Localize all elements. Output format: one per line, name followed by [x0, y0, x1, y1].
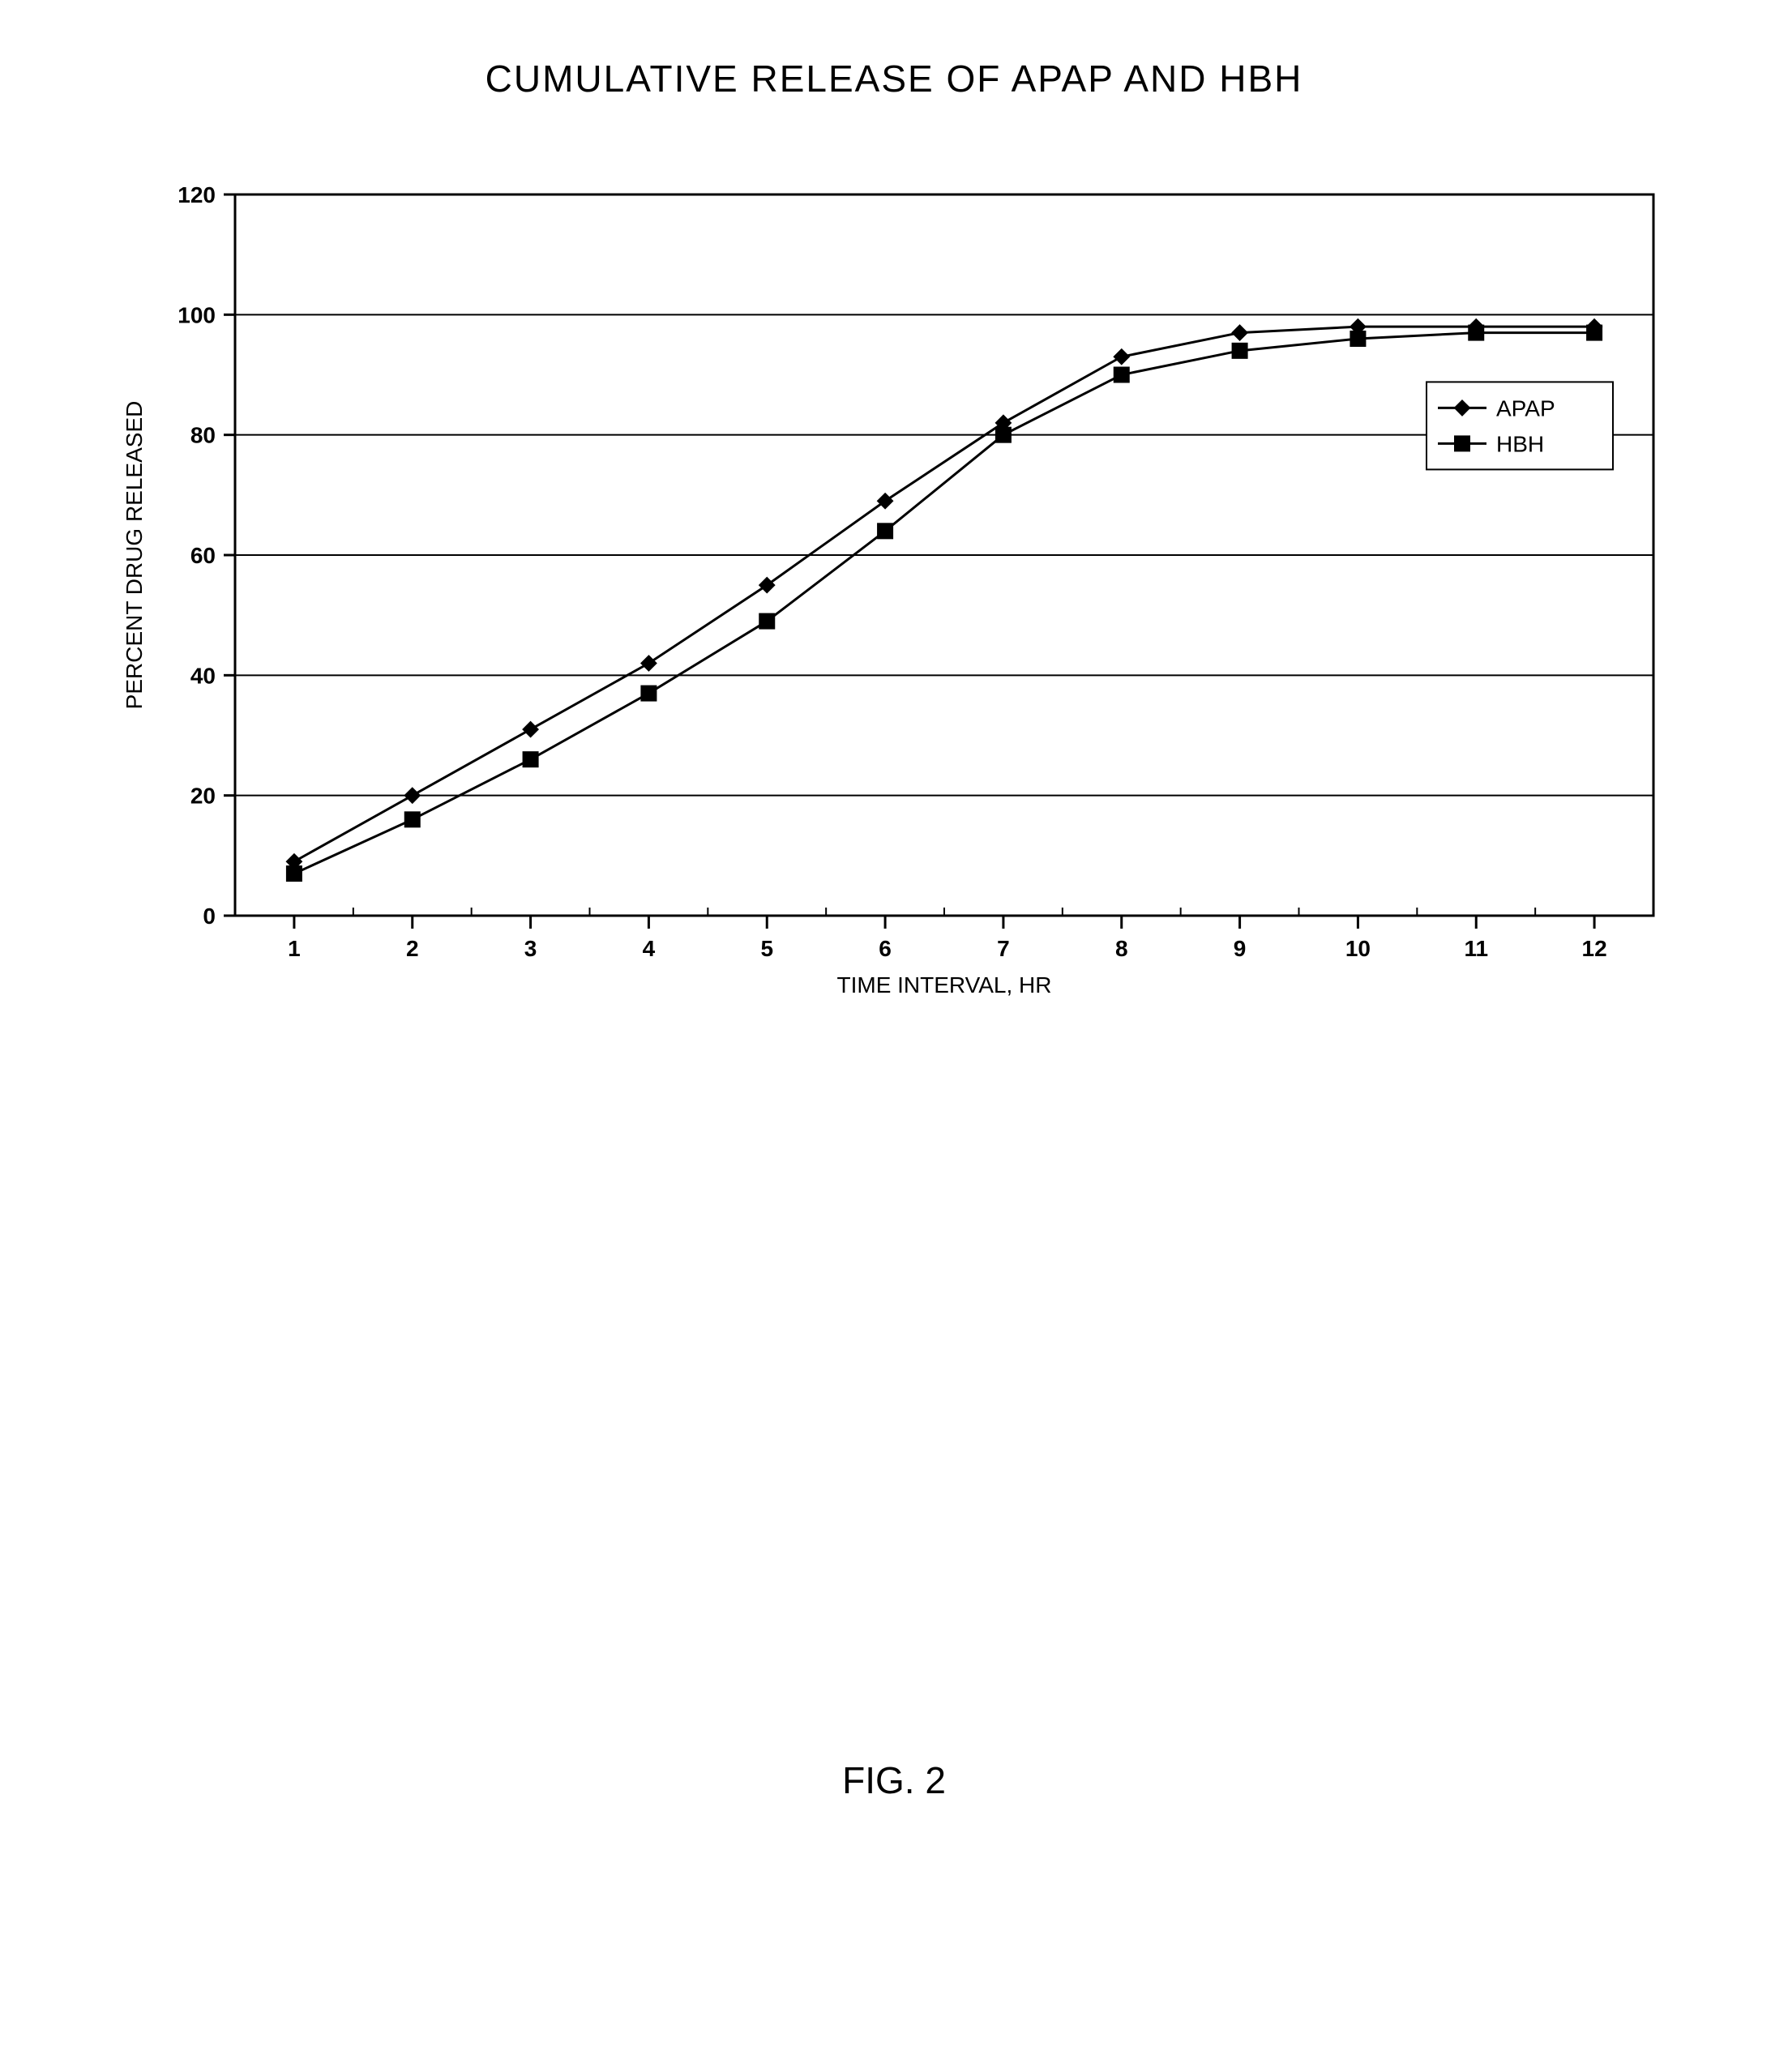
svg-text:5: 5	[760, 936, 773, 961]
figure-caption: FIG. 2	[0, 1758, 1788, 1802]
svg-text:60: 60	[190, 543, 216, 568]
page: CUMULATIVE RELEASE OF APAP AND HBH 0 20 40…	[0, 0, 1788, 2072]
svg-text:0: 0	[203, 904, 216, 929]
svg-text:80: 80	[190, 423, 216, 448]
svg-text:6: 6	[879, 936, 892, 961]
svg-text:PERCENT DRUG RELEASED: PERCENT DRUG RELEASED	[122, 401, 147, 710]
svg-text:7: 7	[997, 936, 1010, 961]
svg-text:20: 20	[190, 784, 216, 809]
svg-text:3: 3	[524, 936, 537, 961]
svg-text:TIME INTERVAL, HR: TIME INTERVAL, HR	[836, 972, 1051, 998]
svg-text:11: 11	[1464, 936, 1488, 961]
svg-text:120: 120	[178, 182, 216, 207]
svg-text:APAP: APAP	[1496, 395, 1555, 421]
svg-text:8: 8	[1115, 936, 1128, 961]
svg-text:100: 100	[178, 302, 216, 327]
line-chart: 020406080100120123456789101112TIME INTER…	[97, 162, 1686, 1021]
svg-text:1: 1	[288, 936, 301, 961]
svg-text:12: 12	[1582, 936, 1607, 961]
chart-container: 020406080100120123456789101112TIME INTER…	[97, 162, 1686, 1021]
chart-title: CUMULATIVE RELEASE OF APAP AND HBH	[0, 57, 1788, 100]
svg-text:4: 4	[643, 936, 656, 961]
svg-text:2: 2	[406, 936, 419, 961]
svg-text:9: 9	[1234, 936, 1247, 961]
svg-text:HBH: HBH	[1496, 431, 1544, 456]
svg-text:40: 40	[190, 663, 216, 688]
svg-text:10: 10	[1345, 936, 1371, 961]
